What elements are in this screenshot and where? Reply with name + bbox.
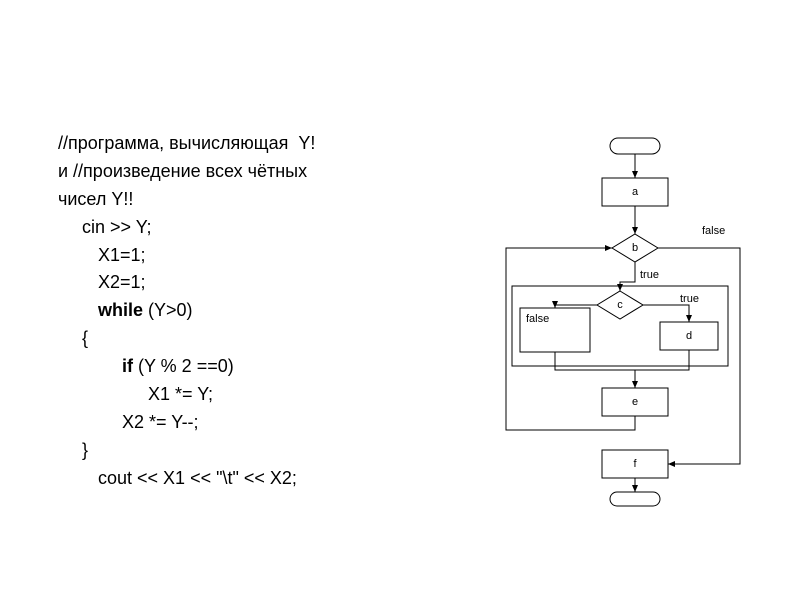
- code-cin: cin >> Y;: [58, 214, 438, 242]
- code-mul1: X1 *= Y;: [58, 381, 438, 409]
- svg-text:false: false: [526, 313, 549, 325]
- svg-text:d: d: [686, 330, 692, 342]
- svg-text:true: true: [640, 269, 659, 281]
- code-comment-3: чисел Y!!: [58, 186, 438, 214]
- page: //программа, вычисляющая Y! и //произвед…: [0, 0, 800, 600]
- code-brace-open: {: [58, 325, 438, 353]
- svg-text:b: b: [632, 242, 638, 254]
- code-block: //программа, вычисляющая Y! и //произвед…: [58, 130, 438, 493]
- svg-text:true: true: [680, 293, 699, 305]
- code-cout: cout << X1 << "\t" << X2;: [58, 465, 438, 493]
- code-if: if (Y % 2 ==0): [58, 353, 438, 381]
- svg-text:c: c: [617, 299, 623, 311]
- svg-text:e: e: [632, 396, 638, 408]
- keyword-while: while: [98, 300, 143, 320]
- code-x1: X1=1;: [58, 242, 438, 270]
- svg-text:a: a: [632, 186, 639, 198]
- cond-while: (Y>0): [143, 300, 193, 320]
- code-brace-close: }: [58, 437, 438, 465]
- code-x2: X2=1;: [58, 269, 438, 297]
- svg-text:false: false: [702, 225, 725, 237]
- code-mul2: X2 *= Y--;: [58, 409, 438, 437]
- code-comment-1: //программа, вычисляющая Y!: [58, 130, 438, 158]
- flowchart: truefalsetrueabcfalsedef: [480, 130, 760, 510]
- code-comment-2: и //произведение всех чётных: [58, 158, 438, 186]
- flowchart-svg: truefalsetrueabcfalsedef: [480, 130, 760, 510]
- cond-if: (Y % 2 ==0): [133, 356, 234, 376]
- keyword-if: if: [122, 356, 133, 376]
- code-while: while (Y>0): [58, 297, 438, 325]
